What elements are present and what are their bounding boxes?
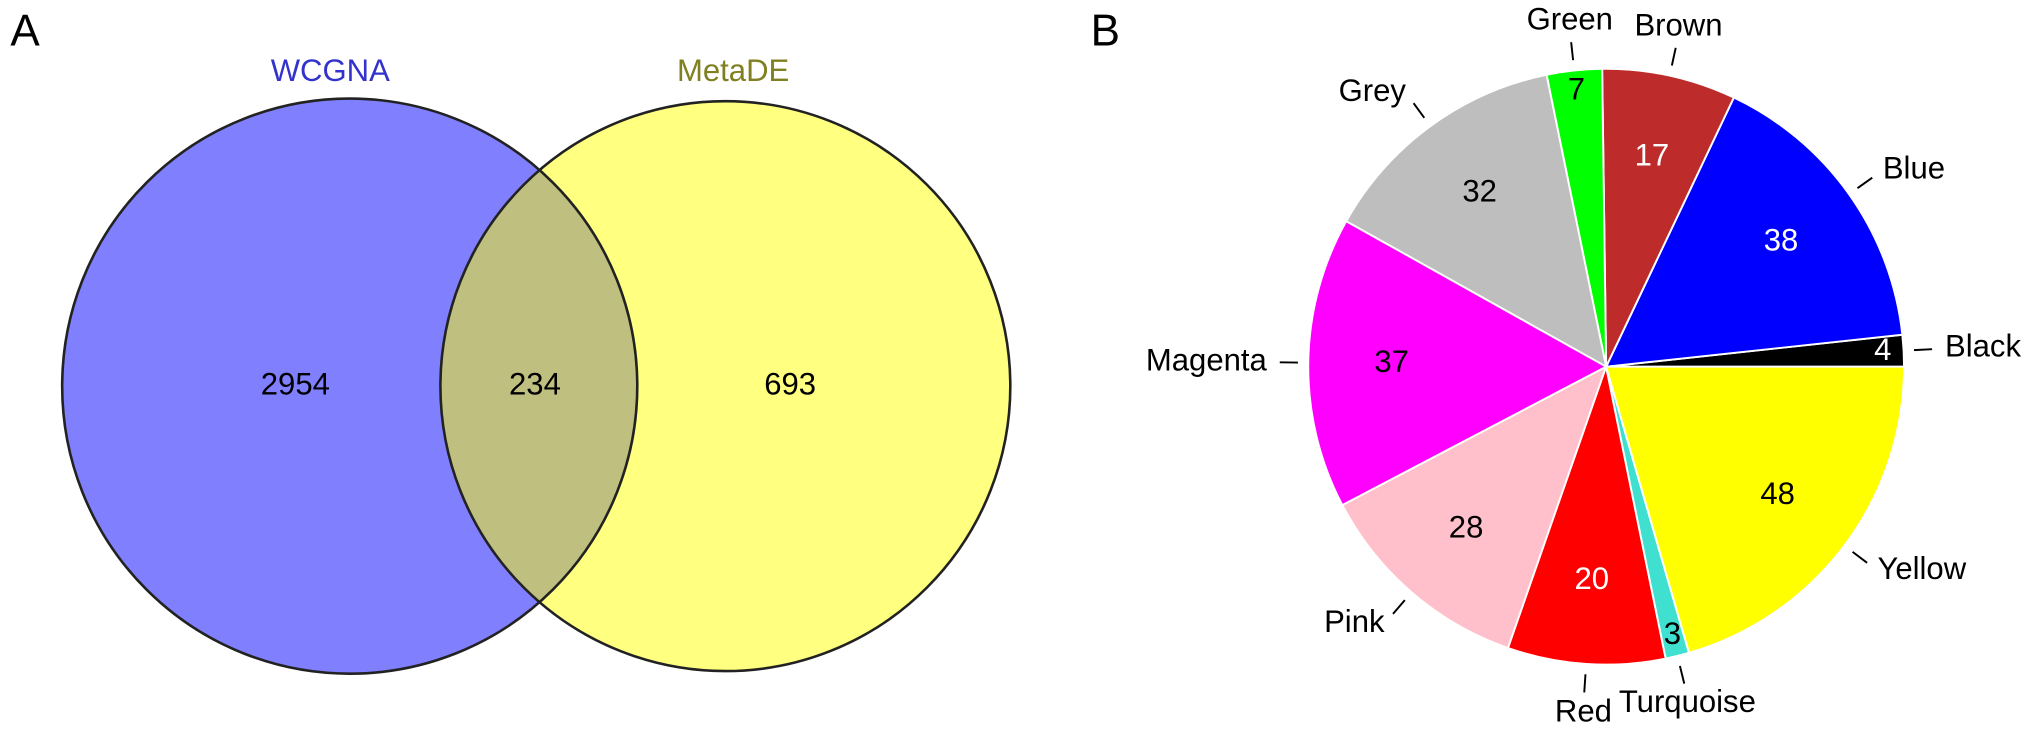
set-outline [439, 99, 1012, 673]
value-label: 3 [1664, 616, 1681, 651]
region-count: 693 [764, 366, 816, 401]
label-tick [1670, 47, 1677, 66]
category-label: Turquoise [1619, 684, 1756, 719]
category-label: Red [1555, 693, 1612, 728]
label-tick [1913, 348, 1933, 352]
label-tick [1678, 665, 1686, 684]
pie-slice [1307, 219, 1609, 507]
value-label: 48 [1760, 476, 1795, 511]
value-label: 20 [1574, 561, 1609, 596]
label-tick [1856, 176, 1873, 189]
set-outline [60, 97, 639, 675]
pie-slice [1604, 96, 1904, 368]
category-label: Magenta [1146, 342, 1268, 377]
panel-label: B [1091, 6, 1120, 55]
category-label: Grey [1339, 73, 1407, 108]
set-name: MetaDE [677, 53, 789, 88]
pie-slice [1601, 67, 1736, 368]
label-tick [1852, 551, 1868, 564]
value-label: 37 [1374, 344, 1409, 379]
pie-slice [1344, 73, 1608, 369]
category-label: Yellow [1877, 551, 1966, 586]
pie-slice [1506, 363, 1667, 666]
panel-label: A [10, 6, 40, 55]
label-tick [1570, 42, 1575, 61]
label-tick [1583, 674, 1587, 693]
set-name: WCGNA [271, 53, 390, 88]
category-label: Blue [1883, 150, 1945, 185]
pie-slice [1604, 365, 1906, 655]
pie-slice [1341, 364, 1608, 650]
value-label: 38 [1764, 223, 1799, 258]
category-label: Brown [1634, 8, 1722, 43]
category-label: Black [1945, 329, 2021, 364]
value-label: 32 [1462, 174, 1497, 209]
region-count: 2954 [261, 366, 330, 401]
intersection [440, 101, 638, 672]
category-label: Green [1527, 2, 1613, 37]
region-count: 234 [509, 366, 561, 401]
value-label: 7 [1568, 71, 1585, 106]
label-tick [1392, 599, 1406, 615]
category-label: Pink [1324, 604, 1385, 639]
value-label: 4 [1874, 332, 1891, 367]
value-label: 28 [1449, 509, 1484, 544]
label-tick [1412, 102, 1426, 119]
value-label: 17 [1635, 137, 1670, 172]
